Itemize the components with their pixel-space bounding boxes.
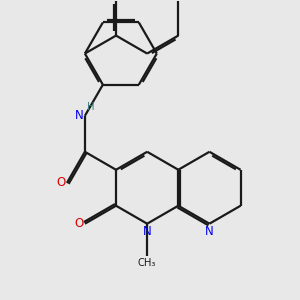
- Text: N: N: [205, 226, 214, 238]
- Text: H: H: [87, 102, 94, 112]
- Text: N: N: [74, 109, 83, 122]
- Text: O: O: [74, 217, 83, 230]
- Text: N: N: [143, 226, 152, 238]
- Text: O: O: [56, 176, 65, 189]
- Text: CH₃: CH₃: [138, 258, 156, 268]
